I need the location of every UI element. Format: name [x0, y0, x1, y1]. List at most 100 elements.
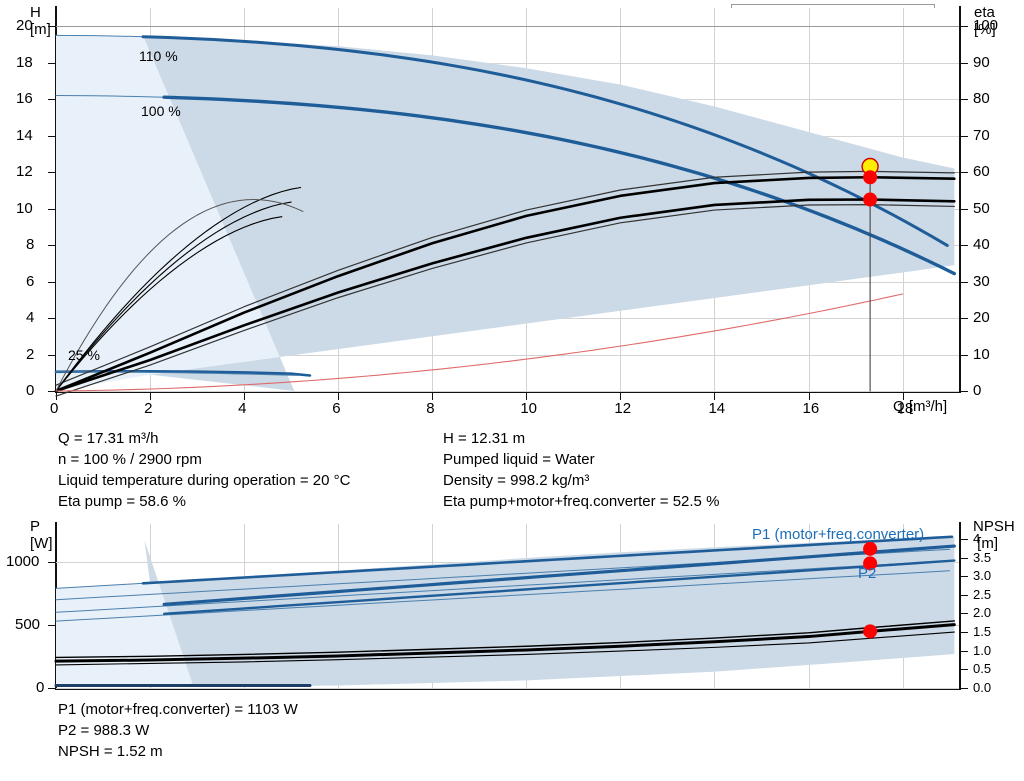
top-y-tickmark — [48, 135, 55, 137]
info-right-line-0: H = 12.31 m — [443, 430, 526, 447]
info-left-line-1: n = 100 % / 2900 rpm — [58, 451, 202, 468]
top-y2-tick-label: 20 — [973, 309, 990, 327]
top-y2-tick-label: 10 — [973, 345, 990, 363]
info-bottom-line-0: P1 (motor+freq.converter) = 1103 W — [58, 701, 298, 718]
top-grid-line-h — [56, 62, 959, 64]
bottom-chart-axis-right — [959, 522, 961, 690]
p-curve-0 — [141, 535, 954, 585]
top-y-tickmark — [48, 245, 55, 247]
top-y2-tick-label: 100 — [973, 17, 999, 35]
top-y-tick-label: 20 — [16, 17, 33, 35]
bottom-y2-tickmark — [961, 576, 968, 578]
npsh-curve-2 — [55, 620, 955, 659]
top-grid-line-h — [56, 391, 959, 392]
p-curve-2 — [162, 559, 956, 616]
label-speed-110: 110 % — [139, 48, 178, 64]
eta-curve-3 — [55, 204, 955, 397]
bottom-y2-tick-label: 3.0 — [973, 568, 992, 584]
top-chart-axis-bottom — [55, 391, 961, 393]
bottom-y2-tickmark — [961, 632, 968, 634]
bottom-y2-tick-label: 4 — [973, 530, 981, 546]
info-bottom-line-1: P2 = 988.3 W — [58, 722, 150, 739]
bottom-y-tick-label: 500 — [15, 615, 41, 633]
info-right-line-2: Density = 998.2 kg/m³ — [443, 472, 590, 489]
top-y2-tick-label: 80 — [973, 90, 990, 108]
top-x-tick-label: 14 — [708, 400, 726, 417]
duty-point-marker-eta-pump — [863, 170, 878, 185]
top-y-tickmark — [48, 26, 55, 28]
top-y2-tickmark — [961, 208, 968, 210]
bottom-y-tickmark — [48, 688, 55, 689]
top-x-tickmark — [338, 393, 340, 400]
npsh-curve-red — [55, 293, 904, 392]
top-y-tickmark — [48, 99, 55, 101]
top-x-tickmark — [244, 393, 246, 400]
bottom-y2-tick-label: 0.5 — [973, 661, 992, 677]
duty-point-marker-npsh — [863, 624, 878, 639]
legend-p1: P1 (motor+freq.converter) — [752, 526, 925, 543]
top-y-tick-label: 0 — [26, 382, 35, 399]
info-left-line-2: Liquid temperature during operation = 20… — [58, 472, 351, 489]
top-y-tickmark — [48, 318, 55, 320]
eta-curve-1 — [55, 170, 955, 386]
p-curve-thin-2 — [55, 560, 951, 613]
h-curve-100 — [162, 95, 956, 276]
top-chart-y2-axis-title: eta [%] — [974, 4, 996, 38]
top-y-tickmark — [48, 172, 55, 174]
top-y2-tickmark — [961, 99, 968, 101]
eta-curve-0 — [54, 175, 956, 393]
top-y2-tickmark — [961, 245, 968, 247]
p-curve-thin-3 — [55, 570, 951, 622]
bottom-chart-axis-bottom — [55, 688, 961, 690]
top-x-tick-label: 8 — [426, 400, 435, 417]
top-y-tick-label: 18 — [16, 53, 33, 71]
eta-strand-2 — [55, 216, 283, 392]
top-y2-tick-label: 50 — [973, 199, 990, 217]
bottom-y2-tickmark — [961, 613, 968, 615]
top-y2-tickmark — [961, 391, 968, 392]
eta-curve-2 — [54, 198, 956, 393]
top-y2-tick-label: 90 — [973, 53, 990, 71]
top-y-tick-label: 12 — [16, 163, 33, 181]
bottom-y2-tickmark — [961, 557, 968, 559]
top-y2-tick-label: 70 — [973, 126, 990, 144]
top-y2-tick-label: 30 — [973, 272, 990, 290]
bottom-y2-tick-label: 0.0 — [973, 680, 992, 695]
top-y-tickmark — [48, 62, 55, 64]
legend-p2: P2 — [858, 565, 877, 582]
top-y-tickmark — [48, 391, 55, 392]
label-speed-25: 25 % — [68, 347, 100, 363]
info-block-left: Q = 17.31 m³/h n = 100 % / 2900 rpm Liqu… — [58, 428, 350, 512]
top-chart-y-axis-title: H [m] — [30, 4, 51, 38]
bottom-y2-tickmark — [961, 538, 968, 540]
bottom-y2-tick-label: 3.5 — [973, 549, 992, 565]
bottom-chart-y-axis-title: P [W] — [30, 518, 53, 552]
top-x-tickmark — [526, 393, 528, 400]
top-x-tickmark — [620, 393, 622, 400]
duty-point-marker-p1 — [863, 541, 878, 556]
label-speed-100: 100 % — [141, 103, 181, 119]
bottom-y2-tick-label: 1.0 — [973, 642, 992, 658]
top-grid-line-h — [56, 26, 959, 28]
top-y2-tick-label: 40 — [973, 236, 990, 254]
info-right-line-1: Pumped liquid = Water — [443, 451, 595, 468]
p-curve-1 — [162, 544, 956, 606]
top-y-tickmark — [48, 354, 55, 356]
h-curve-110 — [141, 35, 949, 247]
top-x-tickmark — [714, 393, 716, 400]
bottom-y-tick-label: 0 — [36, 679, 45, 696]
h-curve-25-thin — [55, 371, 302, 377]
bottom-y-tickmark — [48, 561, 55, 563]
bottom-y2-tick-label: 2.5 — [973, 586, 992, 602]
top-x-tick-label: 2 — [144, 400, 153, 417]
info-block-right: H = 12.31 m Pumped liquid = Water Densit… — [443, 428, 719, 512]
bottom-y2-tickmark — [961, 669, 968, 671]
bottom-grid-line-h — [56, 688, 959, 689]
info-block-bottom: P1 (motor+freq.converter) = 1103 W P2 = … — [58, 699, 298, 762]
top-x-tick-label: 0 — [50, 400, 59, 417]
top-y-tickmark — [48, 208, 55, 210]
npsh-curve-0 — [54, 623, 956, 663]
top-y-tick-label: 8 — [26, 236, 35, 254]
